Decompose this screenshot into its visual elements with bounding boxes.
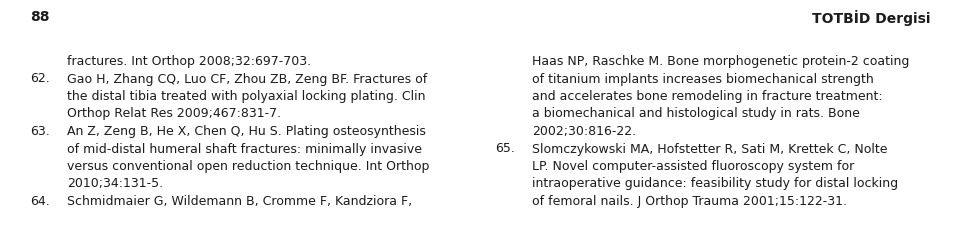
Text: and accelerates bone remodeling in fracture treatment:: and accelerates bone remodeling in fract… [532,90,882,103]
Text: Gao H, Zhang CQ, Luo CF, Zhou ZB, Zeng BF. Fractures of: Gao H, Zhang CQ, Luo CF, Zhou ZB, Zeng B… [67,72,427,86]
Text: 62.: 62. [30,72,50,86]
Text: Schmidmaier G, Wildemann B, Cromme F, Kandziora F,: Schmidmaier G, Wildemann B, Cromme F, Ka… [67,195,412,208]
Text: 63.: 63. [30,125,50,138]
Text: Orthop Relat Res 2009;467:831-7.: Orthop Relat Res 2009;467:831-7. [67,107,281,121]
Text: intraoperative guidance: feasibility study for distal locking: intraoperative guidance: feasibility stu… [532,178,899,190]
Text: Haas NP, Raschke M. Bone morphogenetic protein-2 coating: Haas NP, Raschke M. Bone morphogenetic p… [532,55,909,68]
Text: 65.: 65. [495,143,515,155]
Text: fractures. Int Orthop 2008;32:697-703.: fractures. Int Orthop 2008;32:697-703. [67,55,311,68]
Text: 88: 88 [30,10,50,24]
Text: of mid-distal humeral shaft fractures: minimally invasive: of mid-distal humeral shaft fractures: m… [67,143,422,155]
Text: Slomczykowski MA, Hofstetter R, Sati M, Krettek C, Nolte: Slomczykowski MA, Hofstetter R, Sati M, … [532,143,887,155]
Text: An Z, Zeng B, He X, Chen Q, Hu S. Plating osteosynthesis: An Z, Zeng B, He X, Chen Q, Hu S. Platin… [67,125,426,138]
Text: 64.: 64. [30,195,50,208]
Text: of titanium implants increases biomechanical strength: of titanium implants increases biomechan… [532,72,874,86]
Text: versus conventional open reduction technique. Int Orthop: versus conventional open reduction techn… [67,160,429,173]
Text: a biomechanical and histological study in rats. Bone: a biomechanical and histological study i… [532,107,860,121]
Text: 2002;30:816-22.: 2002;30:816-22. [532,125,636,138]
Text: 2010;34:131-5.: 2010;34:131-5. [67,178,163,190]
Text: of femoral nails. J Orthop Trauma 2001;15:122-31.: of femoral nails. J Orthop Trauma 2001;1… [532,195,847,208]
Text: the distal tibia treated with polyaxial locking plating. Clin: the distal tibia treated with polyaxial … [67,90,425,103]
Text: TOTBİD Dergisi: TOTBİD Dergisi [811,10,930,26]
Text: LP. Novel computer-assisted fluoroscopy system for: LP. Novel computer-assisted fluoroscopy … [532,160,854,173]
